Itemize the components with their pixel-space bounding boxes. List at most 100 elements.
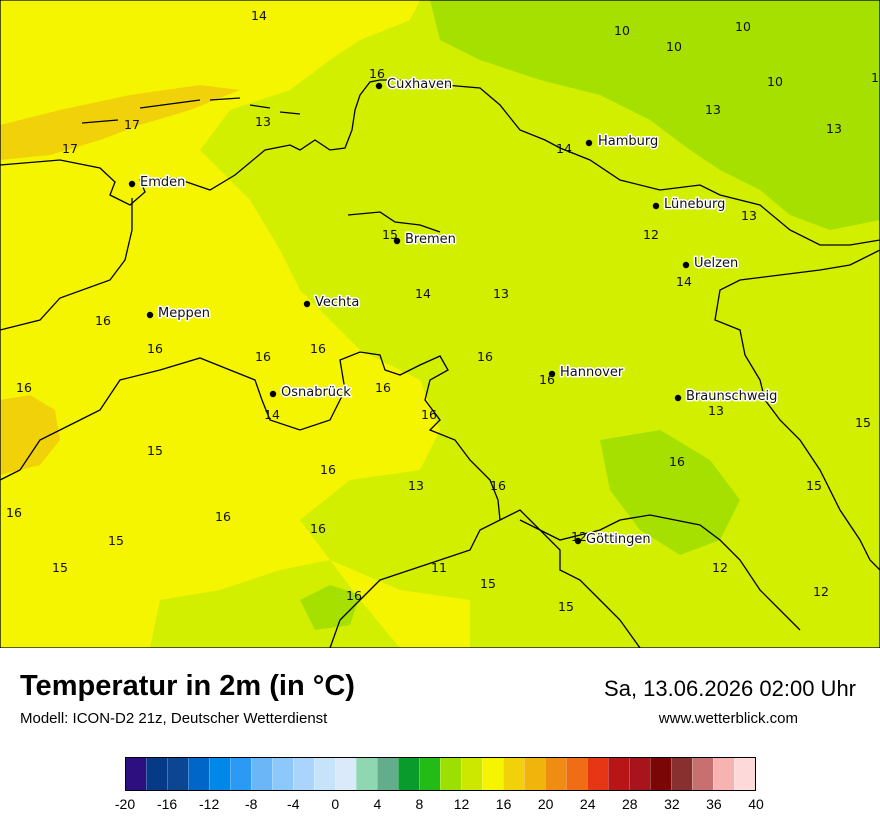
city-osnabrueck: Osnabrück bbox=[269, 384, 353, 402]
temp-value: 13 bbox=[408, 478, 424, 493]
temp-value: 16 bbox=[346, 588, 362, 603]
legend-swatch bbox=[608, 758, 629, 790]
legend-swatch bbox=[461, 758, 482, 790]
temp-value: 15 bbox=[147, 443, 163, 458]
city-label-osnabrueck: Osnabrück bbox=[281, 385, 351, 400]
legend-tick-label: 28 bbox=[622, 796, 638, 812]
temp-value: 13 bbox=[826, 121, 842, 136]
city-emden: Emden bbox=[128, 174, 187, 192]
temperature-field-hot-west bbox=[0, 395, 60, 475]
temp-value: 14 bbox=[676, 274, 692, 289]
legend-tick-label: 20 bbox=[537, 796, 554, 812]
legend-tick-label: 12 bbox=[453, 796, 470, 812]
temp-value: 15 bbox=[855, 415, 871, 430]
city-label-vechta: Vechta bbox=[315, 295, 359, 310]
temp-value: 16 bbox=[95, 313, 111, 328]
city-lueneburg: Lüneburg bbox=[652, 196, 727, 214]
temp-value: 14 bbox=[556, 141, 572, 156]
city-braunschweig: Braunschweig bbox=[674, 388, 779, 406]
legend-tick-label: -16 bbox=[156, 796, 178, 812]
legend-swatch bbox=[524, 758, 545, 790]
legend-tick-label: 8 bbox=[415, 796, 424, 812]
legend-swatch bbox=[293, 758, 314, 790]
legend-tick-label: 16 bbox=[495, 796, 512, 812]
legend-swatch bbox=[440, 758, 461, 790]
temp-value: 15 bbox=[108, 533, 124, 548]
city-cuxhaven: Cuxhaven bbox=[375, 76, 454, 94]
city-label-lueneburg: Lüneburg bbox=[664, 197, 725, 212]
temp-value: 12 bbox=[712, 560, 728, 575]
legend-swatch bbox=[356, 758, 377, 790]
temperature-field-hot bbox=[0, 85, 240, 160]
temp-value: 13 bbox=[705, 102, 721, 117]
temperature-map: Cuxhaven Hamburg Emden Lüneburg Bremen U… bbox=[0, 0, 880, 648]
temp-value: 15 bbox=[806, 478, 822, 493]
legend-tick-label: 0 bbox=[331, 796, 340, 812]
legend-swatch bbox=[272, 758, 293, 790]
temp-value: 16 bbox=[375, 380, 391, 395]
legend-swatch bbox=[587, 758, 608, 790]
temp-value: 14 bbox=[251, 8, 267, 23]
footer: Temperatur in 2m (in °C) Modell: ICON-D2… bbox=[0, 648, 880, 830]
temp-value: 15 bbox=[480, 576, 496, 591]
temp-value: 16 bbox=[421, 407, 437, 422]
temp-value: 16 bbox=[477, 349, 493, 364]
temp-value: 15 bbox=[52, 560, 68, 575]
temp-value: 10 bbox=[735, 19, 751, 34]
temp-value: 13 bbox=[493, 286, 509, 301]
legend-swatch bbox=[566, 758, 587, 790]
temp-value: 15 bbox=[382, 227, 398, 242]
temp-value: 11 bbox=[871, 70, 880, 85]
temp-value: 17 bbox=[124, 117, 140, 132]
temp-value: 12 bbox=[813, 584, 829, 599]
temp-value: 16 bbox=[669, 454, 685, 469]
temperature-field-cool-patch bbox=[600, 430, 740, 555]
legend-swatch bbox=[209, 758, 230, 790]
legend-tick-label: 24 bbox=[579, 796, 596, 812]
temp-value: 17 bbox=[62, 141, 78, 156]
city-label-cuxhaven: Cuxhaven bbox=[387, 77, 452, 92]
temp-value: 16 bbox=[255, 349, 271, 364]
legend-swatch bbox=[188, 758, 209, 790]
temp-value: 16 bbox=[147, 341, 163, 356]
temp-value: 16 bbox=[16, 380, 32, 395]
map-svg: Cuxhaven Hamburg Emden Lüneburg Bremen U… bbox=[0, 0, 880, 648]
legend-tick-label: -8 bbox=[244, 796, 258, 812]
city-label-goettingen: Göttingen bbox=[586, 532, 651, 547]
city-meppen: Meppen bbox=[146, 305, 211, 323]
temp-value: 16 bbox=[539, 372, 555, 387]
website-link[interactable]: www.wetterblick.com bbox=[658, 710, 798, 727]
temp-value: 16 bbox=[215, 509, 231, 524]
legend-swatch bbox=[713, 758, 734, 790]
city-goettingen: Göttingen bbox=[574, 531, 652, 549]
city-hannover: Hannover bbox=[548, 364, 625, 382]
temp-value: 12 bbox=[571, 529, 587, 544]
map-title: Temperatur in 2m (in °C) bbox=[20, 670, 355, 702]
legend-swatch bbox=[377, 758, 398, 790]
legend-tick-label: -20 bbox=[114, 796, 136, 812]
city-label-uelzen: Uelzen bbox=[694, 256, 738, 271]
temp-value: 14 bbox=[264, 407, 280, 422]
legend-swatch bbox=[230, 758, 251, 790]
city-hamburg: Hamburg bbox=[585, 133, 660, 151]
legend-swatch bbox=[335, 758, 356, 790]
city-bremen: Bremen bbox=[393, 231, 457, 249]
temp-value: 16 bbox=[320, 462, 336, 477]
temp-value: 12 bbox=[643, 227, 659, 242]
legend-tick-label: 4 bbox=[373, 796, 382, 812]
city-label-emden: Emden bbox=[140, 175, 185, 190]
temp-value: 13 bbox=[255, 114, 271, 129]
temp-value: 16 bbox=[310, 521, 326, 536]
temp-value: 14 bbox=[415, 286, 431, 301]
temp-value: 16 bbox=[6, 505, 22, 520]
legend-swatch bbox=[482, 758, 503, 790]
temperature-values: 14 16 10 10 10 10 11 17 13 13 17 13 14 1… bbox=[6, 8, 880, 614]
temp-value: 13 bbox=[708, 403, 724, 418]
legend-swatch bbox=[503, 758, 524, 790]
temperature-field-cool-patch2 bbox=[300, 585, 360, 630]
temp-value: 10 bbox=[767, 74, 783, 89]
legend-tick-label: -12 bbox=[199, 796, 220, 812]
legend-swatch bbox=[251, 758, 272, 790]
legend-swatch bbox=[650, 758, 671, 790]
temp-value: 16 bbox=[310, 341, 326, 356]
